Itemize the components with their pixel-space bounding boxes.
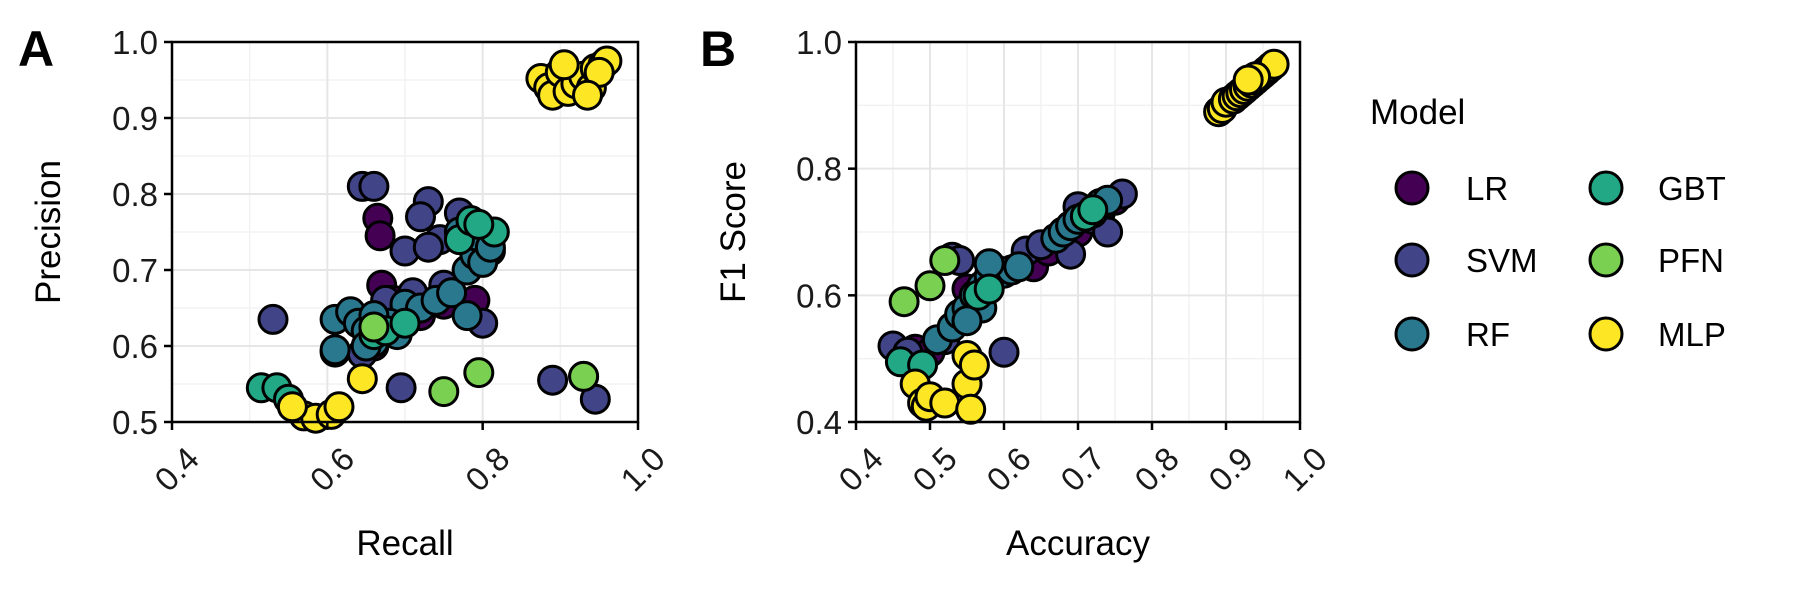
panel-b-x-tick-label: 0.5 [905,440,964,499]
panel-b-point-rf [1003,251,1035,283]
panel-b-point-gbt [1077,194,1109,226]
panel-b-x-tick-label: 0.8 [1127,440,1186,499]
panel-a-point-pfn [428,376,460,408]
legend-swatch-lr [1394,170,1430,206]
panel-a-point-pfn [463,357,495,389]
legend-swatch-pfn [1588,242,1624,278]
panel-a-point-mlp [346,363,378,395]
panel-b-point-gbt [973,273,1005,305]
panel-a-y-tick-label: 0.6 [112,328,158,365]
panel-a-x-tick-label: 0.4 [147,440,206,499]
panel-a-point-rf [319,334,351,366]
panel-a-x-tick-label: 0.6 [303,440,362,499]
panel-a-point-rf [436,277,468,309]
panel-b-point-pfn [888,286,920,318]
legend-label-mlp: MLP [1658,316,1726,353]
panel-a-y-tick-label: 0.8 [112,176,158,213]
panel-a-point-svm [412,231,444,263]
panel-a-y-tick-label: 0.7 [112,252,158,289]
panel-a-y-tick-label: 0.9 [112,100,158,137]
panel-b-x-tick-label: 0.9 [1201,440,1260,499]
panel-b-y-axis-title: F1 Score [714,161,753,303]
legend: Model LR SVM RF GBT PFN MLP [1370,93,1726,353]
panel-a-x-tick-label: 1.0 [613,440,672,499]
panel-b-point-mlp [958,349,990,381]
panel-a: A 0.50.60.70.80.91.00.4 0.6 0.8 1.0 Recall … [18,21,672,563]
legend-label-lr: LR [1466,170,1508,207]
panel-a-point-svm [405,201,436,233]
panel-b-point-pfn [929,245,961,276]
panel-a-letter: A [18,21,54,77]
panel-b-point-mlp [1232,64,1264,96]
panel-a-y-tick-label: 1.0 [112,24,158,61]
legend-label-rf: RF [1466,316,1510,353]
panel-b-x-tick-label: 0.7 [1053,440,1112,499]
panel-b-point-rf [951,305,983,337]
panel-a-point-rf [451,300,483,332]
panel-a-y-tick-label: 0.5 [112,404,158,441]
legend-swatch-svm [1394,242,1430,278]
panel-a-point-mlp [323,391,355,423]
panel-b-points [877,48,1290,425]
panel-b-y-tick-label: 1.0 [796,24,842,61]
legend-label-svm: SVM [1466,242,1538,279]
panel-a-point-pfn [568,360,600,392]
legend-title: Model [1370,93,1465,132]
panel-a-point-gbt [389,307,421,339]
legend-swatch-mlp [1588,316,1624,352]
panel-b-point-pfn [914,270,946,302]
panel-a-point-lr [364,220,396,252]
panel-a-point-pfn [358,311,390,343]
panel-a-point-svm [385,372,417,404]
panel-a-point-mlp [548,49,580,81]
legend-swatch-gbt [1588,170,1624,206]
panel-a-point-mlp [276,391,308,423]
legend-label-gbt: GBT [1658,170,1726,207]
panel-b-y-tick-label: 0.4 [796,404,842,441]
legend-items: LR SVM RF GBT PFN MLP [1394,170,1726,353]
panel-b-point-svm [988,336,1020,368]
panel-a-points [245,45,623,434]
panel-b-x-tick-label: 0.4 [831,440,890,499]
panel-b: B 0.4 0.6 0.8 1.0 0.4 0.5 0.6 0.7 0.8 0.9 1.0 Accu… [700,21,1334,563]
panel-b-x-tick-label: 1.0 [1275,440,1334,499]
panel-b-x-axis-title: Accuracy [1006,524,1150,563]
panel-a-point-svm [358,170,390,202]
panel-b-point-mlp [955,393,987,425]
panel-b-y-tick-label: 0.8 [796,151,842,188]
panel-a-y-axis-title: Precision [29,160,68,304]
legend-swatch-rf [1394,316,1430,352]
panel-a-x-axis-title: Recall [356,524,453,563]
legend-label-pfn: PFN [1658,242,1724,279]
panel-a-frame [170,40,640,424]
panel-b-y-tick-label: 0.6 [796,277,842,314]
panel-a-point-svm [257,303,289,335]
panel-b-letter: B [700,21,736,77]
panel-a-point-svm [537,364,569,396]
panel-a-point-gbt [463,208,495,240]
panel-a-point-mlp [572,79,603,111]
panel-b-x-tick-label: 0.6 [979,440,1038,499]
panel-a-x-tick-label: 0.8 [458,440,517,499]
